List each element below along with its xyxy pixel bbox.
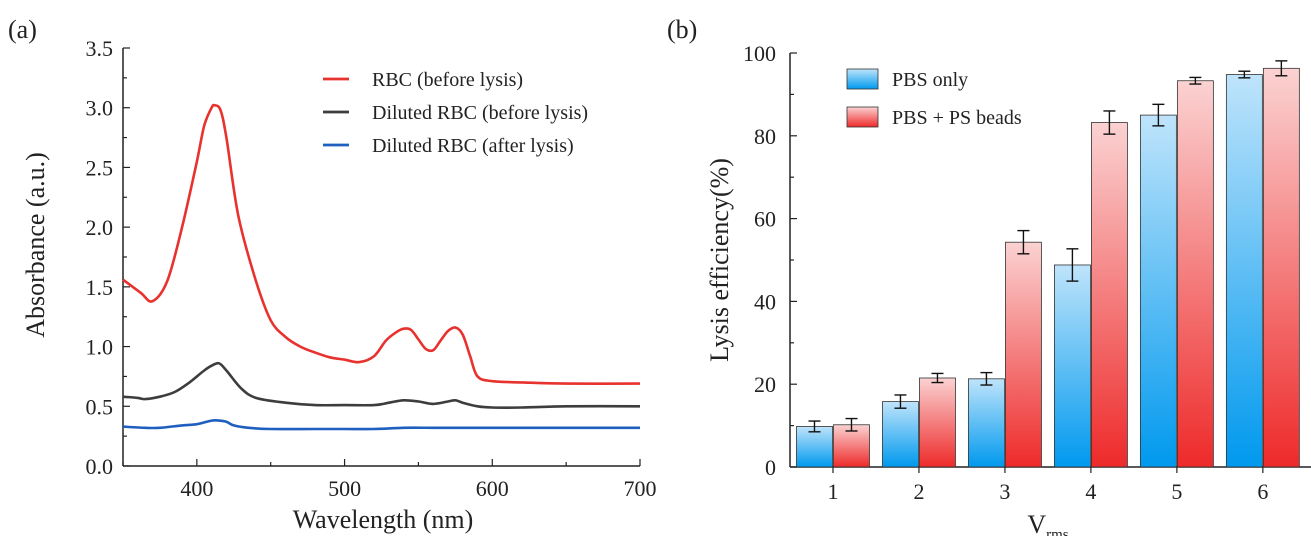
- panel-a-y-tick-label: 3.0: [86, 96, 114, 121]
- bar-pbs-ps-beads: [1262, 67, 1300, 468]
- panel-a-y-tick-label: 3.5: [86, 36, 114, 61]
- panel-b-bar-chart: (b) 0 20 40 60 80 100 1 2 3 4 5 6 PBS only PBS + PS b…: [667, 15, 1311, 536]
- bar-pbs-ps-beads: [833, 424, 870, 468]
- panel-b-x-tick-label: 2: [913, 479, 924, 504]
- panel-b-x-tick-label: 1: [827, 479, 838, 504]
- bar-pbs-only: [882, 401, 919, 468]
- panel-b-x-tick-label: 4: [1085, 479, 1096, 504]
- legend-swatch-box: [846, 68, 879, 90]
- panel-a-y-tick-label: 1.0: [86, 335, 114, 360]
- bar-pbs-ps-beads: [1176, 80, 1214, 468]
- panel-a-label: (a): [8, 15, 37, 44]
- panel-b-y-tick-label: 0: [765, 455, 776, 480]
- panel-b-x-axis-title-sub: rms: [1046, 527, 1069, 536]
- bar-pbs-only: [1225, 74, 1263, 468]
- panel-b-y-tick-label: 40: [754, 289, 776, 314]
- panel-b-y-tick-label: 100: [743, 41, 776, 66]
- bar-pbs-only: [1139, 114, 1177, 468]
- panel-b-plot-area: 0 20 40 60 80 100 1 2 3 4 5 6 PBS only PBS + PS beads: [743, 41, 1311, 504]
- panel-b-y-axis-title: Lysis efficiency(%): [705, 158, 734, 362]
- legend-label: PBS + PS beads: [892, 107, 1022, 129]
- panel-a-x-tick-label: 700: [624, 476, 657, 501]
- panel-a-y-tick-label: 1.5: [86, 275, 114, 300]
- panel-b-x-axis-title: Vrms: [1027, 510, 1068, 536]
- bar-pbs-only: [1054, 264, 1091, 468]
- panel-a-plot-area: 0.0 0.5 1.0 1.5 2.0 2.5 3.0 3.5 400 500 600 700 RBC …: [86, 36, 657, 501]
- panel-b-x-tick-label: 5: [1171, 479, 1182, 504]
- panel-a-y-axis-title: Absorbance (a.u.): [21, 152, 50, 338]
- series-line-rbc-before-lysis: [122, 103, 641, 385]
- legend-label: Diluted RBC (after lysis): [372, 135, 574, 157]
- panel-b-y-tick-label: 60: [754, 207, 776, 232]
- panel-a-x-tick-label: 500: [328, 476, 361, 501]
- panel-b-x-tick-label: 6: [1257, 479, 1268, 504]
- bar-pbs-only: [968, 378, 1005, 468]
- bar-pbs-ps-beads: [1005, 241, 1042, 468]
- legend-label: PBS only: [892, 69, 968, 91]
- panel-a-line-chart: (a) 0.0 0.5 1.0 1.5 2.0 2.5 3.0 3.5 400 500 600 700…: [8, 15, 657, 534]
- panel-b-y-tick-label: 20: [754, 372, 776, 397]
- panel-a-y-tick-label: 0.0: [86, 454, 114, 479]
- panel-b-y-tick-label: 80: [754, 124, 776, 149]
- panel-a-y-tick-label: 2.5: [86, 155, 114, 180]
- series-line-diluted-rbc-before-lysis: [122, 361, 641, 409]
- legend-label: Diluted RBC (before lysis): [372, 102, 588, 124]
- panel-b-label: (b): [667, 15, 697, 44]
- panel-a-x-tick-label: 400: [180, 476, 213, 501]
- bar-pbs-ps-beads: [1091, 122, 1128, 468]
- panel-a-y-tick-label: 0.5: [86, 394, 114, 419]
- panel-a-x-axis-title: Wavelength (nm): [293, 505, 474, 534]
- panel-b-legend: PBS only PBS + PS beads: [846, 68, 1022, 129]
- legend-swatch-box: [846, 106, 879, 128]
- bar-pbs-only: [796, 426, 833, 468]
- panel-a-legend: RBC (before lysis) Diluted RBC (before ly…: [323, 69, 588, 157]
- panel-b-x-tick-label: 3: [999, 479, 1010, 504]
- series-line-diluted-rbc-after-lysis: [122, 418, 640, 431]
- legend-label: RBC (before lysis): [372, 69, 523, 91]
- bar-pbs-ps-beads: [919, 377, 956, 468]
- panel-a-y-tick-label: 2.0: [86, 215, 114, 240]
- panel-b-x-axis-title-main: V: [1027, 510, 1046, 536]
- panel-a-x-tick-label: 600: [476, 476, 509, 501]
